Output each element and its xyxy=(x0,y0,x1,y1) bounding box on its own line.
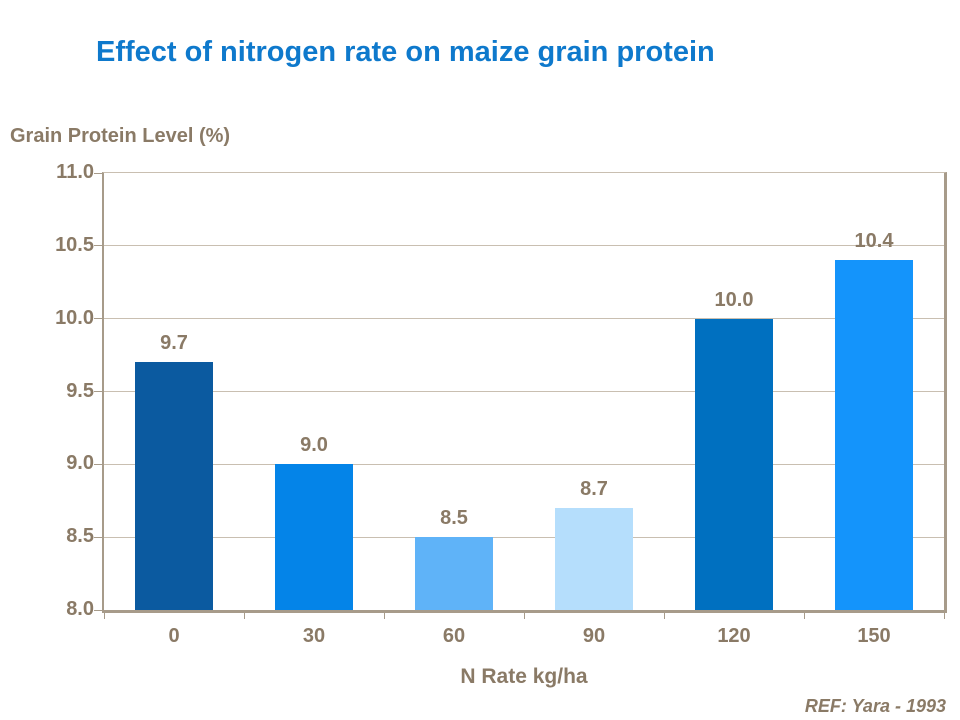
y-axis-tick xyxy=(94,609,103,611)
y-tick-label: 9.5 xyxy=(66,379,94,402)
y-axis-tick xyxy=(94,318,103,320)
y-tick-label: 8.5 xyxy=(66,525,94,548)
gridline xyxy=(104,536,944,538)
bar-value-label: 8.5 xyxy=(440,507,468,530)
x-axis-tick xyxy=(243,613,245,619)
y-axis-tick xyxy=(94,172,103,174)
y-tick-label: 10.0 xyxy=(55,306,94,329)
bar-90 xyxy=(555,508,633,610)
bar-120 xyxy=(695,318,773,610)
gridline xyxy=(104,245,944,247)
y-axis-tick xyxy=(94,391,103,392)
x-axis-tick xyxy=(523,613,525,619)
bar-value-label: 9.0 xyxy=(300,434,328,457)
y-axis-tick xyxy=(94,463,103,465)
bar-value-label: 10.0 xyxy=(714,288,754,311)
x-axis-tick xyxy=(103,613,105,619)
bar-value-label: 9.7 xyxy=(160,332,188,355)
bar-30 xyxy=(275,464,353,610)
bar-value-label: 10.4 xyxy=(854,230,894,253)
x-tick-label: 90 xyxy=(582,625,606,647)
x-axis-tick xyxy=(943,613,945,619)
x-tick-label: 150 xyxy=(857,625,891,647)
y-tick-label: 11.0 xyxy=(56,161,94,183)
y-axis-title: Grain Protein Level (%) xyxy=(10,125,231,147)
x-axis-title: N Rate kg/ha xyxy=(460,665,588,688)
gridline xyxy=(104,463,944,465)
bar-0 xyxy=(135,362,213,610)
x-axis-tick xyxy=(803,613,805,619)
x-tick-label: 30 xyxy=(302,625,326,647)
x-axis-tick xyxy=(383,613,385,619)
chart-title: Effect of nitrogen rate on maize grain p… xyxy=(96,36,715,68)
x-tick-label: 60 xyxy=(442,625,466,647)
bar-value-label: 8.7 xyxy=(580,478,608,501)
gridline xyxy=(104,318,944,320)
y-axis-tick xyxy=(94,245,103,247)
bar-60 xyxy=(415,537,493,610)
y-tick-label: 10.5 xyxy=(55,233,94,256)
y-tick-label: 8.0 xyxy=(66,598,94,620)
x-tick-label: 0 xyxy=(168,625,180,647)
y-tick-label: 9.0 xyxy=(66,452,94,475)
y-axis-tick xyxy=(94,536,103,538)
gridline xyxy=(104,391,944,392)
x-tick-label: 120 xyxy=(717,625,751,647)
x-axis-tick xyxy=(663,613,665,619)
reference-note: REF: Yara - 1993 xyxy=(804,696,946,716)
plot-area: N Rate kg/ha 8.0 8.5 9.0 9.5 10.0 10.5 11.0 9.7… xyxy=(55,161,947,688)
bar-150 xyxy=(835,260,913,610)
